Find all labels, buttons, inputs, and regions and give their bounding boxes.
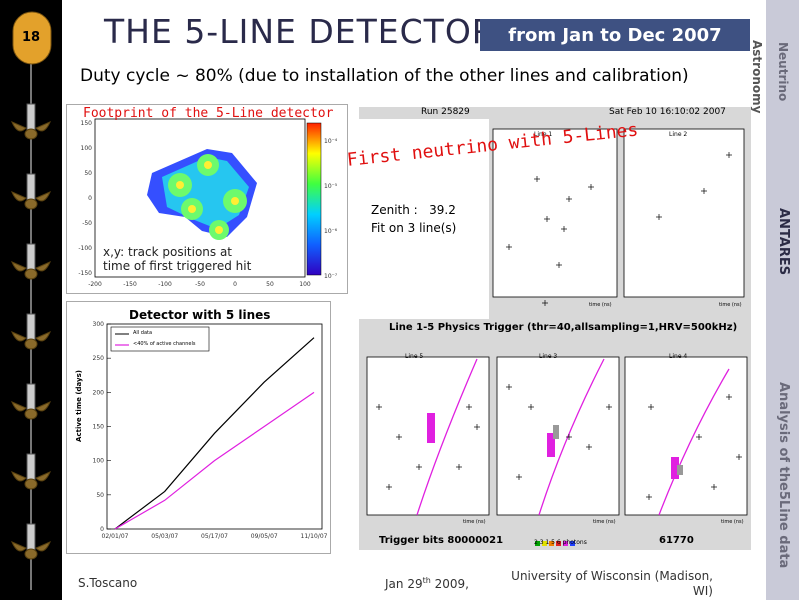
x-tick-label: 09/05/07 bbox=[251, 533, 278, 540]
footprint-x-tick: -200 bbox=[88, 281, 102, 288]
sidebar-astronomy: Astronomy bbox=[750, 40, 764, 114]
footprint-x-tick: -50 bbox=[195, 281, 205, 288]
heatmap-blobs bbox=[147, 149, 257, 240]
event-run: Run 25829 bbox=[421, 107, 470, 117]
footprint-y-tick: 50 bbox=[84, 170, 92, 177]
slide-title: THE 5-LINE DETECTOR bbox=[104, 12, 496, 51]
event-id: 61770 bbox=[659, 535, 694, 546]
line4-plot bbox=[624, 356, 748, 516]
active-time-panel: 0 50 100 150 200 250 300 02/01/07 05/03/07 05/17… bbox=[66, 301, 331, 554]
footprint-x-tick: -150 bbox=[123, 281, 137, 288]
duty-cycle-text: Duty cycle ~ 80% (due to installation of… bbox=[80, 66, 689, 86]
y-tick-label: 0 bbox=[100, 526, 104, 533]
bottom-panel-label-4: Line 4 bbox=[669, 353, 688, 360]
footprint-y-tick: 100 bbox=[81, 145, 93, 152]
event-display: Run 25829 Sat Feb 10 16:10:02 2007 Zenit… bbox=[359, 107, 751, 550]
event-fit: Fit on 3 line(s) bbox=[371, 221, 457, 235]
y-tick-label: 200 bbox=[93, 389, 105, 396]
footprint-panel: -200 -150 -100 -50 0 50 100 150 100 50 0 -50 -100 -1… bbox=[66, 104, 348, 294]
footprint-caption: Footprint of the 5-Line detector bbox=[83, 106, 334, 121]
footprint-colorscale-ticks: 10⁻⁴ 10⁻⁵ 10⁻⁶ 10⁻⁷ bbox=[324, 138, 338, 280]
footprint-y-tick: -150 bbox=[78, 270, 92, 277]
footprint-x-tick: 0 bbox=[233, 281, 237, 288]
event-zenith: Zenith : 39.2 bbox=[371, 203, 456, 217]
footprint-y-tick: 150 bbox=[81, 120, 93, 127]
footprint-y-tick: -100 bbox=[78, 245, 92, 252]
y-tick-label: 300 bbox=[93, 321, 105, 328]
legend-active-channels: <40% of active channels bbox=[133, 341, 196, 347]
footer-author: S.Toscano bbox=[78, 576, 138, 590]
colorscale-tick: 10⁻⁵ bbox=[324, 183, 338, 190]
colorscale-tick: 10⁻⁶ bbox=[324, 228, 338, 235]
date-badge: from Jan to Dec 2007 bbox=[480, 19, 750, 51]
slide-number: 18 bbox=[22, 30, 41, 45]
footprint-x-tick: -100 bbox=[158, 281, 172, 288]
color-scale-bar bbox=[306, 122, 322, 276]
y-tick-label: 250 bbox=[93, 355, 105, 362]
series-line bbox=[114, 391, 315, 530]
footprint-note: x,y: track positions at time of first tr… bbox=[103, 245, 252, 273]
legend-all-data: All data bbox=[133, 330, 153, 336]
right-sidebar: Neutrino ANTARES Analysis of the5Line da… bbox=[766, 0, 799, 600]
x-axis-label-line5: time (ns) bbox=[463, 519, 486, 525]
event-trigger-bits: Trigger bits 80000021 bbox=[379, 535, 504, 546]
legend-box bbox=[110, 326, 210, 352]
series-line bbox=[114, 337, 315, 530]
active-time-ylabel: Active time (days) bbox=[74, 370, 83, 442]
event-photons: 2 3 1 5 6 photons bbox=[534, 539, 587, 546]
sidebar-neutrino: Neutrino bbox=[776, 42, 790, 102]
sidebar-analysis: Analysis of the5Line data bbox=[776, 382, 791, 569]
footprint-y-ticks: 150 100 50 0 -50 -100 -150 bbox=[78, 120, 92, 277]
footer-date: Jan 29th 2009, bbox=[385, 576, 469, 591]
y-tick-label: 50 bbox=[96, 492, 104, 499]
x-tick-label: 11/10/07 bbox=[301, 533, 328, 540]
event-display-graphic bbox=[359, 107, 751, 550]
footer-institution: University of Wisconsin (Madison, WI) bbox=[511, 569, 713, 598]
y-tick-label: 100 bbox=[93, 458, 105, 465]
event-datetime: Sat Feb 10 16:10:02 2007 bbox=[609, 107, 726, 117]
x-tick-label: 05/03/07 bbox=[151, 533, 178, 540]
y-tick-label: 150 bbox=[93, 424, 105, 431]
left-decoration-bar: 18 bbox=[0, 0, 62, 600]
active-time-chart: 0 50 100 150 200 250 300 02/01/07 05/03/07 05/17… bbox=[93, 321, 328, 540]
x-axis-label-line3: time (ns) bbox=[593, 519, 616, 525]
footprint-y-tick: 0 bbox=[88, 195, 92, 202]
line2-plot bbox=[623, 128, 745, 298]
line1-plot bbox=[492, 128, 618, 298]
colorscale-tick: 10⁻⁴ bbox=[324, 138, 338, 145]
bottom-panel-label-5: Line 5 bbox=[405, 353, 424, 360]
footprint-x-tick: 100 bbox=[299, 281, 311, 288]
x-axis-label-top-2: time (ns) bbox=[719, 302, 742, 308]
x-tick-label: 05/17/07 bbox=[201, 533, 228, 540]
photomultiplier-string-graphic bbox=[11, 11, 52, 590]
footprint-heatmap: -200 -150 -100 -50 0 50 100 150 100 50 0 -50 -100 -1… bbox=[78, 118, 338, 288]
footprint-y-tick: -50 bbox=[82, 220, 92, 227]
bottom-panel-label-3: Line 3 bbox=[539, 353, 558, 360]
x-axis-label-top-1: time (ns) bbox=[589, 302, 612, 308]
active-time-title: Detector with 5 lines bbox=[129, 308, 271, 322]
footprint-x-ticks: -200 -150 -100 -50 0 50 100 bbox=[88, 281, 311, 288]
colorscale-tick: 10⁻⁷ bbox=[324, 273, 338, 280]
x-tick-label: 02/01/07 bbox=[102, 533, 129, 540]
top-panel-label-2: Line 2 bbox=[669, 131, 688, 138]
top-panel-label-1: Line 1 bbox=[534, 131, 553, 138]
event-trigger: Line 1-5 Physics Trigger (thr=40,allsamp… bbox=[389, 322, 738, 333]
sidebar-antares: ANTARES bbox=[776, 208, 791, 276]
footprint-x-tick: 50 bbox=[266, 281, 274, 288]
x-axis-label-line4: time (ns) bbox=[721, 519, 744, 525]
